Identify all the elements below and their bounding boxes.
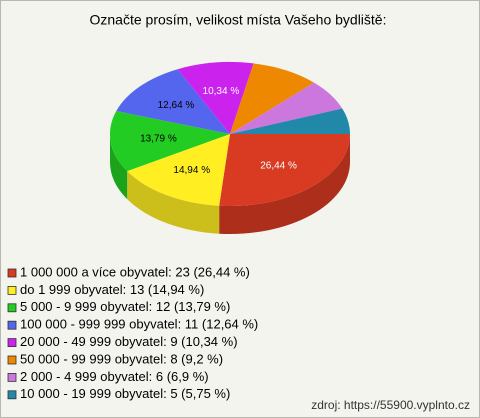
- pie-slice: [127, 134, 230, 206]
- pie-slice: [116, 69, 230, 134]
- pie-slice: [109, 111, 230, 172]
- pie-slice: [177, 62, 254, 135]
- legend-label: 100 000 - 999 999 obyvatel: 11 (12,64 %): [20, 317, 258, 332]
- legend-label: 20 000 - 49 999 obyvatel: 9 (10,34 %): [20, 334, 238, 349]
- legend-swatch: [7, 390, 17, 400]
- chart-title: Označte prosím, velikost místa Vašeho by…: [90, 12, 387, 28]
- legend-swatch: [7, 268, 17, 278]
- legend-label: 50 000 - 99 999 obyvatel: 8 (9,2 %): [20, 351, 223, 366]
- data-label: 10,34 %: [203, 86, 240, 97]
- footer: zdroj: https://55900.vyplnto.cz: [311, 398, 470, 412]
- legend-swatch: [7, 338, 17, 348]
- legend-swatch: [7, 303, 17, 313]
- pie-slice: [230, 82, 343, 134]
- legend-label: 10 000 - 19 999 obyvatel: 5 (5,75 %): [20, 386, 230, 401]
- data-label: 12,64 %: [158, 100, 195, 111]
- pie-slice: [230, 63, 315, 135]
- legend-label: 5 000 - 9 999 obyvatel: 12 (13,79 %): [20, 299, 230, 314]
- data-label: 14,94 %: [173, 165, 210, 176]
- legend-swatch: [7, 320, 17, 330]
- pie-side: [110, 134, 128, 200]
- legend-swatch: [7, 372, 17, 382]
- legend-swatch: [7, 285, 17, 295]
- pie-side: [219, 134, 350, 234]
- legend-label: 2 000 - 4 999 obyvatel: 6 (6,9 %): [20, 369, 209, 384]
- data-label: 13,79 %: [140, 133, 177, 144]
- pie-slice: [230, 108, 350, 134]
- pie-slice: [219, 134, 350, 206]
- data-label: 26,44 %: [260, 161, 297, 172]
- legend-swatch: [7, 355, 17, 365]
- legend-label: do 1 999 obyvatel: 13 (14,94 %): [20, 282, 204, 297]
- legend-label: 1 000 000 a více obyvatel: 23 (26,44 %): [20, 264, 250, 279]
- pie-side: [127, 171, 220, 234]
